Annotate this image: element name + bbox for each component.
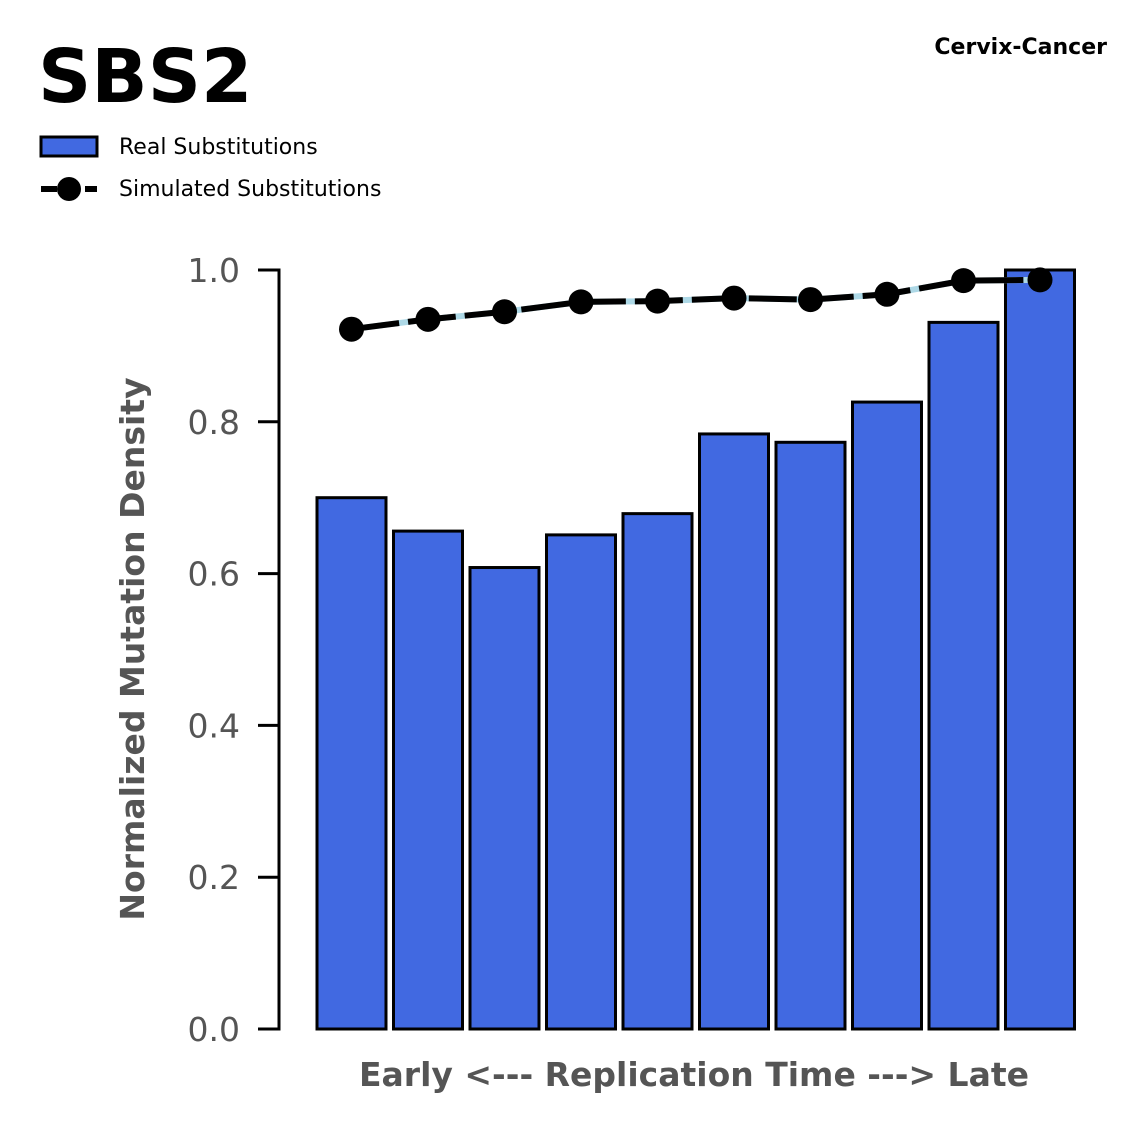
bar-real-1	[315, 496, 388, 1031]
bars-real-substitutions	[315, 268, 1076, 1031]
y-tick-label-0.2: 0.2	[188, 858, 240, 897]
chart-subtitle: Cervix-Cancer	[934, 35, 1107, 60]
bar-real-8	[851, 400, 923, 1031]
y-axis-label: Normalized Mutation Density	[113, 377, 152, 920]
point-simulated-8	[874, 281, 900, 307]
bar-real-7	[774, 440, 847, 1031]
y-axis: 0.0 0.2 0.4 0.6 0.8 1.0	[188, 251, 281, 1049]
y-tick-label-0.4: 0.4	[188, 706, 240, 745]
bar-real-10	[1004, 268, 1076, 1031]
y-tick-label-1.0: 1.0	[188, 251, 240, 290]
legend-label-simulated: Simulated Substitutions	[119, 177, 381, 202]
bar-real-4	[545, 533, 617, 1031]
y-tick-label-0.0: 0.0	[188, 1010, 240, 1049]
bar-real-3	[468, 566, 541, 1031]
bar-real-9	[927, 320, 1000, 1031]
line-simulated-substitutions	[339, 267, 1053, 342]
point-simulated-5	[645, 288, 670, 314]
point-simulated-9	[951, 268, 976, 294]
point-simulated-7	[798, 287, 823, 313]
legend-swatch-real	[39, 135, 99, 158]
y-tick-label-0.6: 0.6	[188, 555, 240, 594]
point-simulated-3	[492, 299, 517, 325]
point-simulated-6	[721, 285, 747, 311]
point-simulated-10	[1027, 267, 1053, 293]
point-simulated-4	[568, 289, 594, 315]
legend-marker-simulated	[57, 177, 81, 201]
point-simulated-1	[339, 316, 364, 342]
bar-real-2	[392, 529, 464, 1031]
chart-title: SBS2	[38, 34, 252, 120]
legend-label-real: Real Substitutions	[119, 135, 318, 160]
bar-real-5	[621, 512, 694, 1031]
point-simulated-2	[415, 306, 441, 332]
x-axis-label: Early <--- Replication Time ---> Late	[359, 1055, 1029, 1094]
y-tick-label-0.8: 0.8	[188, 403, 240, 442]
bar-real-6	[698, 432, 770, 1031]
legend: Real Substitutions Simulated Substitutio…	[39, 135, 381, 202]
line-simulated	[351, 276, 1041, 333]
